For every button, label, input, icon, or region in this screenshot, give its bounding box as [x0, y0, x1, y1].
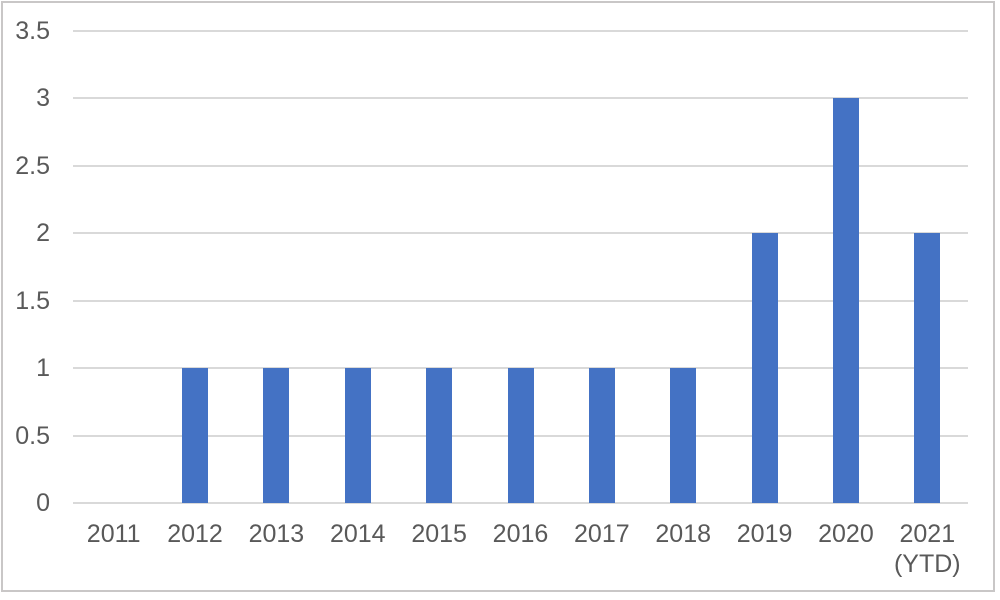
gridline-y-3.5	[73, 30, 968, 32]
x-tick-label-line: 2016	[492, 520, 549, 548]
x-tick-label-line: 2012	[167, 520, 223, 548]
y-tick-label: 3	[36, 84, 50, 113]
x-tick-label-line: 2017	[574, 520, 630, 548]
y-tick-label: 1.5	[15, 286, 50, 315]
x-tick-label-2011: 2011	[73, 519, 154, 549]
gridline-y-3	[73, 97, 968, 100]
bar-2019	[751, 233, 778, 503]
x-tick-label-2021: 2021 (YTD)	[887, 519, 968, 579]
x-tick-label-line: 2021	[899, 520, 956, 548]
x-tick-label-2018: 2018	[643, 519, 724, 549]
bar-2012	[182, 368, 209, 503]
x-tick-label-2016: 2016	[480, 519, 561, 549]
x-tick-label-line: 2014	[329, 520, 386, 548]
y-tick-label: 2	[36, 219, 50, 248]
bar-2017	[588, 368, 615, 503]
bar-2016	[507, 368, 534, 503]
bar-2021	[914, 233, 941, 503]
y-tick-label: 0.5	[15, 421, 50, 450]
x-tick-label-line: 2020	[818, 520, 874, 548]
bar-2014	[344, 368, 371, 503]
gridline-y-0	[73, 502, 968, 504]
y-tick-label: 0	[36, 489, 50, 517]
x-tick-label-2017: 2017	[561, 519, 642, 549]
y-tick-label: 3.5	[15, 17, 50, 45]
bar-2015	[426, 368, 453, 503]
gridline-y-1.5	[73, 299, 968, 302]
x-tick-label-2020: 2020	[805, 519, 886, 549]
y-tick-label: 2.5	[15, 151, 50, 180]
bar-2013	[263, 368, 290, 503]
x-tick-label-line: 2015	[411, 520, 467, 548]
x-tick-label-2014: 2014	[317, 519, 398, 549]
x-tick-label-line: (YTD)	[893, 550, 961, 578]
gridline-y-2	[73, 232, 968, 235]
x-tick-label-2015: 2015	[398, 519, 479, 549]
x-tick-label-2012: 2012	[154, 519, 235, 549]
bar-2018	[670, 368, 697, 503]
x-tick-label-line: 2018	[655, 520, 712, 548]
gridline-y-2.5	[73, 164, 968, 167]
x-tick-label-line: 2011	[86, 520, 141, 548]
x-tick-label-line: 2019	[736, 520, 793, 548]
x-tick-label-line: 2013	[248, 520, 305, 548]
y-tick-label: 1	[36, 354, 50, 383]
x-tick-label-2019: 2019	[724, 519, 805, 549]
bar-2020	[832, 98, 859, 503]
x-tick-label-2013: 2013	[236, 519, 317, 549]
